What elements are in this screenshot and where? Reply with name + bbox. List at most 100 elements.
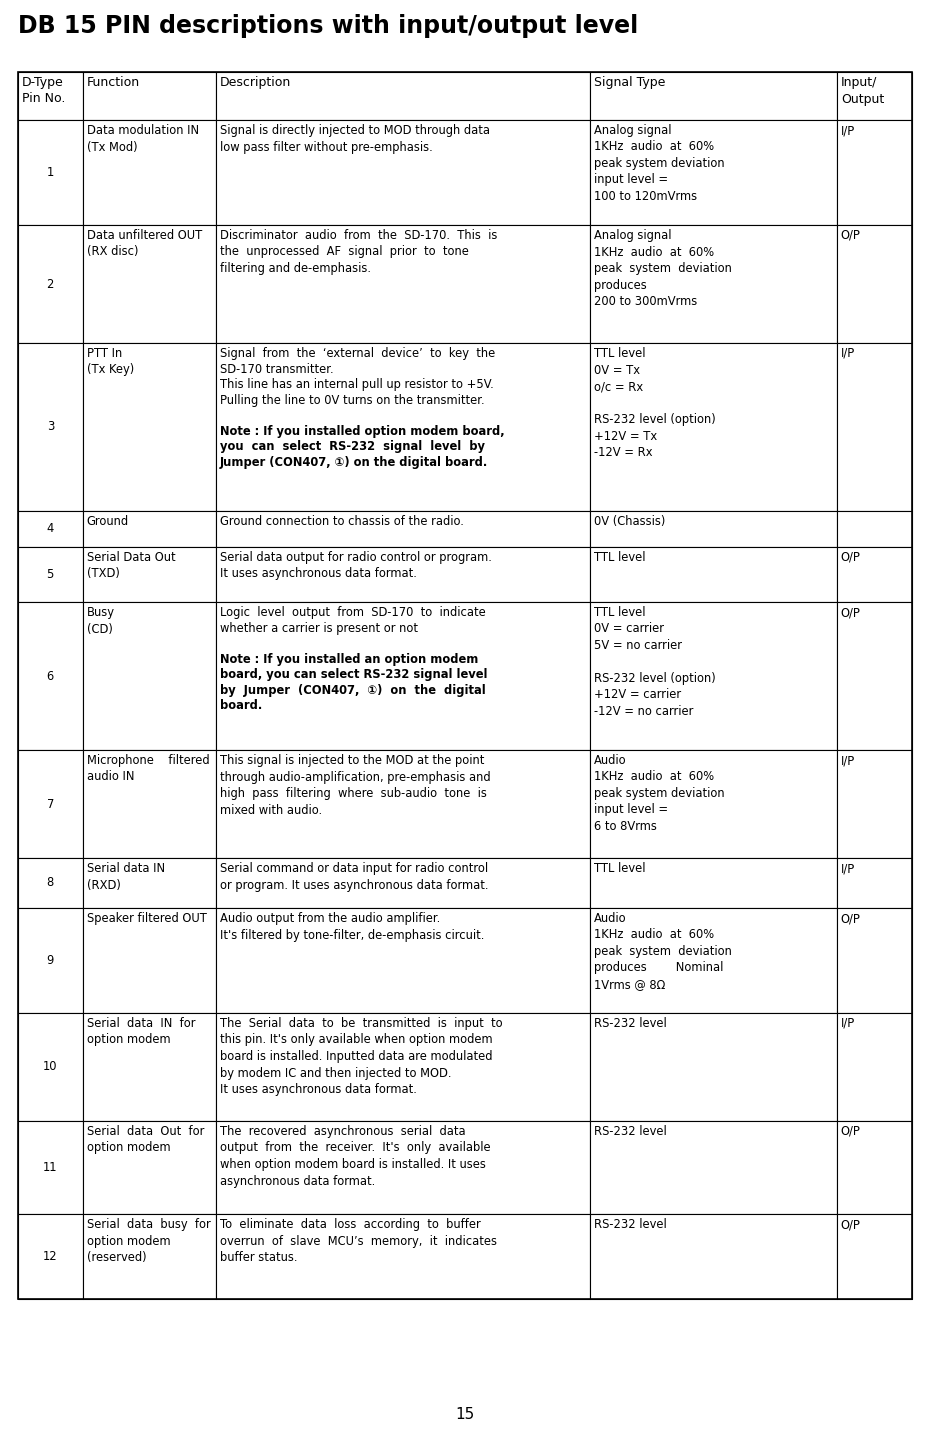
Text: 1: 1 bbox=[46, 166, 54, 179]
Text: O/P: O/P bbox=[841, 229, 860, 242]
Text: Signal  from  the  ‘external  device’  to  key  the: Signal from the ‘external device’ to key… bbox=[219, 348, 495, 360]
Bar bbox=[83, 72, 216, 120]
Text: RS-232 level: RS-232 level bbox=[594, 1017, 667, 1030]
Text: O/P: O/P bbox=[841, 1125, 860, 1138]
Bar bbox=[18, 120, 83, 225]
Bar bbox=[590, 1012, 837, 1120]
Text: 0V (Chassis): 0V (Chassis) bbox=[594, 515, 665, 528]
Bar bbox=[216, 750, 590, 858]
Bar bbox=[216, 225, 590, 343]
Text: 11: 11 bbox=[43, 1161, 58, 1174]
Text: Microphone    filtered
audio IN: Microphone filtered audio IN bbox=[86, 754, 209, 783]
Text: 12: 12 bbox=[43, 1250, 58, 1263]
Bar bbox=[83, 908, 216, 1012]
Text: This signal is injected to the MOD at the point
through audio-amplification, pre: This signal is injected to the MOD at th… bbox=[219, 754, 490, 816]
Text: I/P: I/P bbox=[841, 754, 855, 767]
Text: The  Serial  data  to  be  transmitted  is  input  to
this pin. It's only availa: The Serial data to be transmitted is inp… bbox=[219, 1017, 502, 1096]
Bar bbox=[18, 1120, 83, 1214]
Text: Data unfiltered OUT
(RX disc): Data unfiltered OUT (RX disc) bbox=[86, 229, 202, 258]
Bar bbox=[83, 858, 216, 908]
Text: Speaker filtered OUT: Speaker filtered OUT bbox=[86, 911, 206, 924]
Text: Logic  level  output  from  SD-170  to  indicate: Logic level output from SD-170 to indica… bbox=[219, 606, 485, 619]
Bar bbox=[18, 601, 83, 750]
Bar bbox=[18, 750, 83, 858]
Text: O/P: O/P bbox=[841, 1218, 860, 1231]
Text: board.: board. bbox=[219, 699, 262, 712]
Bar bbox=[216, 343, 590, 510]
Text: Serial  data  Out  for
option modem: Serial data Out for option modem bbox=[86, 1125, 204, 1155]
Text: Input/
Output: Input/ Output bbox=[841, 76, 884, 105]
Text: I/P: I/P bbox=[841, 862, 855, 875]
Bar bbox=[837, 510, 912, 547]
Text: 7: 7 bbox=[46, 797, 54, 810]
Text: O/P: O/P bbox=[841, 606, 860, 619]
Bar bbox=[590, 120, 837, 225]
Bar bbox=[837, 858, 912, 908]
Text: Note : If you installed option modem board,: Note : If you installed option modem boa… bbox=[219, 425, 504, 438]
Bar bbox=[18, 72, 912, 1299]
Bar bbox=[83, 1012, 216, 1120]
Text: Serial data IN
(RXD): Serial data IN (RXD) bbox=[86, 862, 165, 891]
Bar bbox=[590, 601, 837, 750]
Text: you  can  select  RS-232  signal  level  by: you can select RS-232 signal level by bbox=[219, 440, 485, 453]
Bar bbox=[837, 1120, 912, 1214]
Bar bbox=[216, 547, 590, 601]
Text: Description: Description bbox=[219, 76, 291, 89]
Bar bbox=[590, 1214, 837, 1299]
Text: Audio
1KHz  audio  at  60%
peak system deviation
input level =
6 to 8Vrms: Audio 1KHz audio at 60% peak system devi… bbox=[594, 754, 724, 833]
Bar bbox=[590, 510, 837, 547]
Text: Jumper (CON407, ①) on the digital board.: Jumper (CON407, ①) on the digital board. bbox=[219, 456, 488, 469]
Text: Ground connection to chassis of the radio.: Ground connection to chassis of the radi… bbox=[219, 515, 463, 528]
Text: Serial data output for radio control or program.
It uses asynchronous data forma: Serial data output for radio control or … bbox=[219, 551, 492, 581]
Bar bbox=[837, 120, 912, 225]
Text: 4: 4 bbox=[46, 522, 54, 535]
Bar bbox=[83, 601, 216, 750]
Bar bbox=[216, 510, 590, 547]
Text: SD-170 transmitter.: SD-170 transmitter. bbox=[219, 362, 333, 375]
Bar bbox=[216, 858, 590, 908]
Bar bbox=[837, 750, 912, 858]
Text: TTL level: TTL level bbox=[594, 551, 645, 564]
Bar bbox=[18, 343, 83, 510]
Text: Audio output from the audio amplifier.
It's filtered by tone-filter, de-emphasis: Audio output from the audio amplifier. I… bbox=[219, 911, 485, 942]
Text: TTL level
0V = Tx
o/c = Rx

RS-232 level (option)
+12V = Tx
-12V = Rx: TTL level 0V = Tx o/c = Rx RS-232 level … bbox=[594, 348, 716, 459]
Text: 9: 9 bbox=[46, 955, 54, 968]
Bar bbox=[590, 72, 837, 120]
Bar bbox=[590, 225, 837, 343]
Bar bbox=[83, 1214, 216, 1299]
Bar bbox=[83, 343, 216, 510]
Text: Analog signal
1KHz  audio  at  60%
peak  system  deviation
produces
200 to 300mV: Analog signal 1KHz audio at 60% peak sys… bbox=[594, 229, 732, 309]
Bar bbox=[216, 1120, 590, 1214]
Text: whether a carrier is present or not: whether a carrier is present or not bbox=[219, 622, 418, 634]
Text: Serial command or data input for radio control
or program. It uses asynchronous : Serial command or data input for radio c… bbox=[219, 862, 488, 891]
Bar bbox=[18, 72, 83, 120]
Bar bbox=[837, 225, 912, 343]
Bar bbox=[18, 1214, 83, 1299]
Text: 15: 15 bbox=[456, 1407, 474, 1422]
Text: Function: Function bbox=[86, 76, 140, 89]
Bar bbox=[83, 1120, 216, 1214]
Text: O/P: O/P bbox=[841, 911, 860, 924]
Bar bbox=[837, 908, 912, 1012]
Text: Signal is directly injected to MOD through data
low pass filter without pre-emph: Signal is directly injected to MOD throu… bbox=[219, 124, 490, 153]
Text: DB 15 PIN descriptions with input/output level: DB 15 PIN descriptions with input/output… bbox=[18, 14, 638, 37]
Text: PTT In
(Tx Key): PTT In (Tx Key) bbox=[86, 348, 134, 376]
Bar bbox=[216, 120, 590, 225]
Text: Analog signal
1KHz  audio  at  60%
peak system deviation
input level =
100 to 12: Analog signal 1KHz audio at 60% peak sys… bbox=[594, 124, 724, 203]
Bar bbox=[590, 547, 837, 601]
Text: Note : If you installed an option modem: Note : If you installed an option modem bbox=[219, 653, 478, 666]
Text: 3: 3 bbox=[46, 421, 54, 434]
Bar bbox=[216, 908, 590, 1012]
Bar bbox=[837, 343, 912, 510]
Text: 2: 2 bbox=[46, 277, 54, 290]
Bar bbox=[590, 858, 837, 908]
Bar bbox=[590, 1120, 837, 1214]
Text: This line has an internal pull up resistor to +5V.: This line has an internal pull up resist… bbox=[219, 378, 494, 391]
Bar bbox=[18, 908, 83, 1012]
Bar bbox=[18, 858, 83, 908]
Text: I/P: I/P bbox=[841, 124, 855, 137]
Bar bbox=[590, 908, 837, 1012]
Bar bbox=[83, 547, 216, 601]
Text: The  recovered  asynchronous  serial  data
output  from  the  receiver.  It's  o: The recovered asynchronous serial data o… bbox=[219, 1125, 490, 1188]
Bar bbox=[18, 510, 83, 547]
